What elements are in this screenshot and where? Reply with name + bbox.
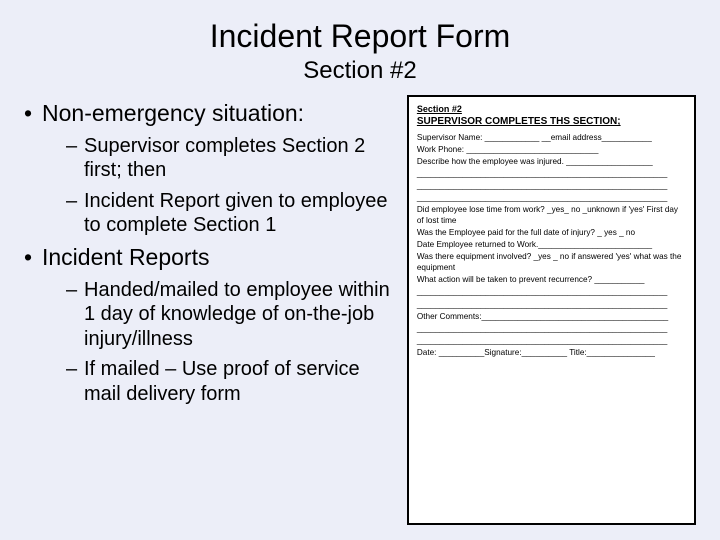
sub-item: Incident Report given to employee to com…	[42, 189, 393, 238]
form-blank-line: ________________________________________…	[417, 168, 686, 179]
form-blank-line: ________________________________________…	[417, 192, 686, 203]
sub-list: Supervisor completes Section 2 first; th…	[42, 134, 393, 238]
bullet-list: Non-emergency situation: Supervisor comp…	[24, 99, 393, 406]
page-subtitle: Section #2	[24, 57, 696, 85]
form-preview-box: Section #2 SUPERVISOR COMPLETES THS SECT…	[407, 95, 696, 525]
sub-item: Supervisor completes Section 2 first; th…	[42, 134, 393, 183]
form-question: Was the Employee paid for the full date …	[417, 227, 686, 238]
content-columns: Non-emergency situation: Supervisor comp…	[24, 95, 696, 525]
left-column: Non-emergency situation: Supervisor comp…	[24, 95, 393, 525]
form-question: Was there equipment involved? _yes _ no …	[417, 251, 686, 273]
form-blank-line: ________________________________________…	[417, 286, 686, 297]
bullet-item: Non-emergency situation: Supervisor comp…	[24, 99, 393, 237]
form-question: What action will be taken to prevent rec…	[417, 274, 686, 285]
form-question: Date Employee returned to Work._________…	[417, 239, 686, 250]
form-line: Other Comments:_________________________…	[417, 311, 686, 322]
form-heading: SUPERVISOR COMPLETES THS SECTION;	[417, 115, 686, 129]
bullet-label: Incident Reports	[42, 244, 209, 270]
form-line: Describe how the employee was injured. _…	[417, 156, 686, 167]
page-title: Incident Report Form	[24, 18, 696, 55]
form-blank-line: ________________________________________…	[417, 335, 686, 346]
form-blank-line: ________________________________________…	[417, 180, 686, 191]
bullet-item: Incident Reports Handed/mailed to employ…	[24, 243, 393, 406]
bullet-label: Non-emergency situation:	[42, 100, 304, 126]
form-blank-line: ________________________________________…	[417, 323, 686, 334]
form-question: Did employee lose time from work? _yes_ …	[417, 204, 686, 226]
right-column: Section #2 SUPERVISOR COMPLETES THS SECT…	[407, 95, 696, 525]
sub-item: If mailed – Use proof of service mail de…	[42, 357, 393, 406]
sub-list: Handed/mailed to employee within 1 day o…	[42, 278, 393, 406]
sub-item: Handed/mailed to employee within 1 day o…	[42, 278, 393, 351]
form-signature-line: Date: __________Signature:__________ Tit…	[417, 347, 686, 358]
slide: Incident Report Form Section #2 Non-emer…	[0, 0, 720, 540]
form-section-label: Section #2	[417, 103, 686, 115]
form-line: Work Phone: ____________________________…	[417, 144, 686, 155]
form-line: Supervisor Name: ____________ __email ad…	[417, 132, 686, 143]
form-blank-line: ________________________________________…	[417, 299, 686, 310]
